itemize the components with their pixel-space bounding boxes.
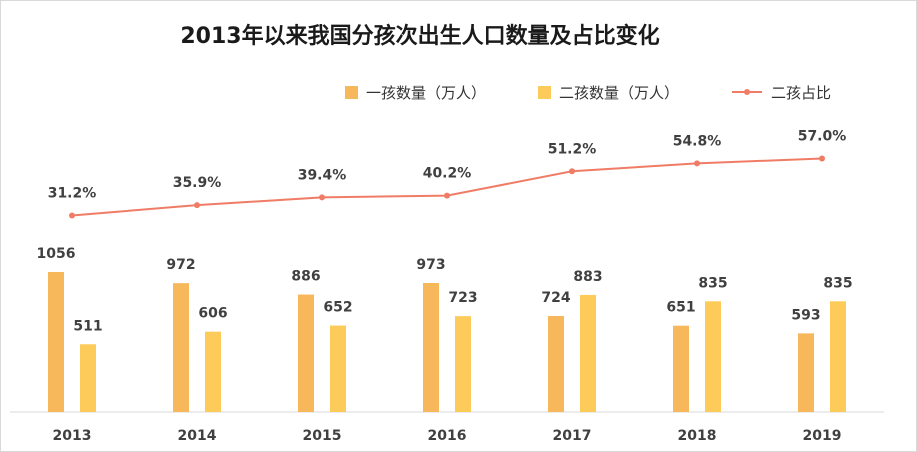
share-label-2014: 35.9% [173, 175, 222, 191]
data-label-second-child-2018: 835 [698, 275, 727, 291]
share-label-2013: 31.2% [48, 186, 97, 202]
data-label-first-child-2016: 973 [416, 257, 445, 273]
share-point-2019 [819, 155, 825, 162]
bar-second-child-2015 [330, 325, 346, 412]
x-tick-2016: 2016 [428, 428, 467, 444]
share-point-2016 [444, 192, 450, 199]
bar-first-child-2019 [798, 333, 814, 412]
bar-second-child-2017 [580, 294, 596, 412]
x-tick-2019: 2019 [803, 428, 842, 444]
share-label-2019: 57.0% [798, 128, 847, 144]
bar-second-child-2016 [455, 316, 471, 412]
data-label-first-child-2015: 886 [291, 269, 320, 285]
x-tick-2018: 2018 [678, 428, 717, 444]
legend-swatch-first-child [345, 86, 358, 99]
bar-first-child-2016 [423, 283, 439, 412]
bar-first-child-2015 [298, 294, 314, 412]
data-label-second-child-2019: 835 [823, 275, 852, 291]
bar-first-child-2013 [48, 272, 64, 412]
share-point-2015 [319, 194, 325, 201]
bar-second-child-2019 [830, 301, 846, 412]
share-point-2017 [569, 168, 575, 175]
legend-label-first-child: 一孩数量（万人） [366, 84, 486, 102]
x-ticks-group: 2013 2014 2015 2016 2017 2018 2019 [53, 428, 842, 444]
chart-title: 2013年以来我国分孩次出生人口数量及占比变化 [180, 23, 659, 49]
share-point-2018 [694, 160, 700, 167]
bar-first-child-2017 [548, 316, 564, 412]
share-label-2016: 40.2% [423, 166, 472, 182]
legend-marker-second-child-share [744, 89, 750, 95]
bar-second-child-2013 [80, 344, 96, 412]
data-label-second-child-2017: 883 [573, 269, 602, 285]
data-label-first-child-2013: 1056 [37, 246, 76, 262]
data-label-second-child-2016: 723 [448, 290, 477, 306]
share-label-2017: 51.2% [548, 141, 597, 157]
x-tick-2013: 2013 [53, 428, 92, 444]
x-tick-2015: 2015 [303, 428, 342, 444]
data-label-first-child-2018: 651 [666, 300, 695, 316]
x-tick-2014: 2014 [178, 428, 217, 444]
legend-label-second-child: 二孩数量（万人） [559, 84, 679, 102]
bar-second-child-2018 [705, 301, 721, 412]
data-label-second-child-2013: 511 [73, 318, 102, 334]
data-label-second-child-2014: 606 [198, 306, 227, 322]
bar-first-child-2014 [173, 283, 189, 412]
data-label-first-child-2017: 724 [541, 290, 570, 306]
bars-group [48, 272, 846, 412]
share-line-group: 31.2% 35.9% 39.4% 40.2% 51.2% 54.8% 57.0% [48, 128, 847, 219]
share-point-2013 [69, 212, 75, 219]
legend-label-second-child-share: 二孩占比 [771, 84, 831, 102]
share-label-2015: 39.4% [298, 167, 347, 183]
data-label-second-child-2015: 652 [323, 300, 352, 316]
legend-swatch-second-child [538, 86, 551, 99]
share-label-2018: 54.8% [673, 133, 722, 149]
bar-second-child-2014 [205, 331, 221, 412]
legend: 一孩数量（万人） 二孩数量（万人） 二孩占比 [345, 84, 831, 102]
data-label-first-child-2019: 593 [791, 307, 820, 323]
x-tick-2017: 2017 [553, 428, 592, 444]
share-point-2014 [194, 202, 200, 209]
bar-first-child-2018 [673, 325, 689, 412]
data-label-first-child-2014: 972 [166, 257, 195, 273]
